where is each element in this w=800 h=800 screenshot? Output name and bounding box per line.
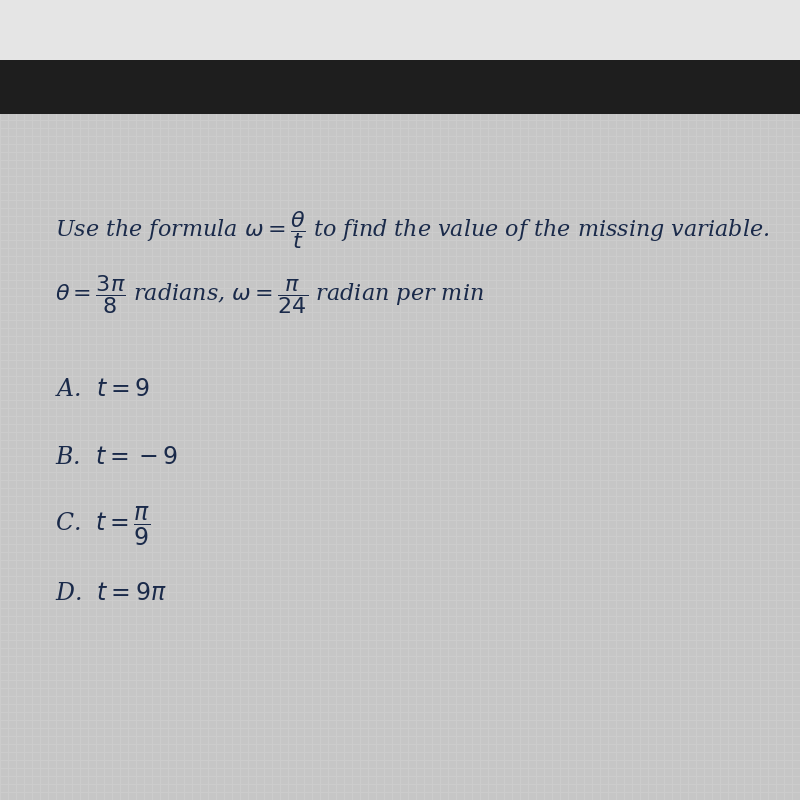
Text: $\theta = \dfrac{3\pi}{8}$ radians, $\omega = \dfrac{\pi}{24}$ radian per min: $\theta = \dfrac{3\pi}{8}$ radians, $\om… <box>55 274 484 317</box>
Text: A.  $t = 9$: A. $t = 9$ <box>55 378 150 402</box>
Text: B.  $t = -9$: B. $t = -9$ <box>55 446 178 470</box>
Text: Use the formula $\omega = \dfrac{\theta}{t}$ to find the value of the missing va: Use the formula $\omega = \dfrac{\theta}… <box>55 209 770 251</box>
Text: D.  $t = 9\pi$: D. $t = 9\pi$ <box>55 582 166 606</box>
Text: C.  $t = \dfrac{\pi}{9}$: C. $t = \dfrac{\pi}{9}$ <box>55 504 151 548</box>
